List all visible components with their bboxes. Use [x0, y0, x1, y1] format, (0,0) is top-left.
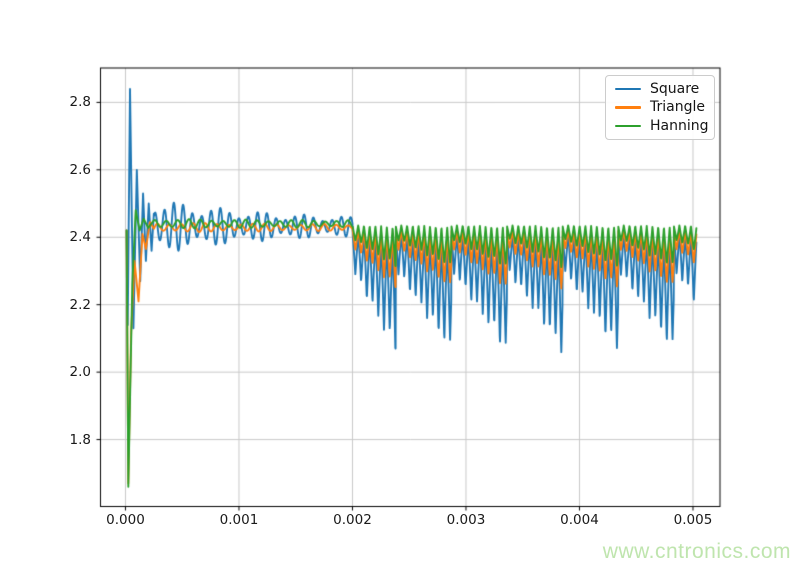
- x-tick-label: 0.002: [333, 512, 372, 528]
- legend-label-hanning: Hanning: [650, 117, 709, 134]
- y-tick-label: 2.0: [69, 364, 91, 381]
- legend-line-hanning: [615, 124, 641, 128]
- legend-item-triangle: Triangle: [615, 98, 705, 116]
- legend-line-square: [615, 87, 641, 91]
- x-tick-label: 0.004: [560, 512, 599, 528]
- legend-item-square: Square: [615, 80, 705, 98]
- y-tick-label: 2.6: [69, 161, 91, 178]
- x-tick-label: 0.003: [446, 512, 486, 528]
- y-tick-label: 2.4: [69, 229, 91, 246]
- legend-item-hanning: Hanning: [615, 117, 709, 135]
- legend-label-triangle: Triangle: [650, 99, 705, 116]
- x-tick-label: 0.005: [673, 512, 713, 528]
- legend-line-triangle: [615, 106, 641, 109]
- x-tick-label: 0.000: [106, 512, 145, 528]
- watermark: www.cntronics.com: [602, 540, 791, 563]
- x-tick-label: 0.001: [219, 512, 259, 528]
- y-tick-label: 2.8: [69, 94, 91, 111]
- y-tick-label: 2.2: [69, 296, 91, 313]
- y-tick-label: 1.8: [69, 431, 91, 448]
- legend-label-square: Square: [650, 81, 700, 98]
- legend: Square Triangle Hanning: [605, 75, 715, 140]
